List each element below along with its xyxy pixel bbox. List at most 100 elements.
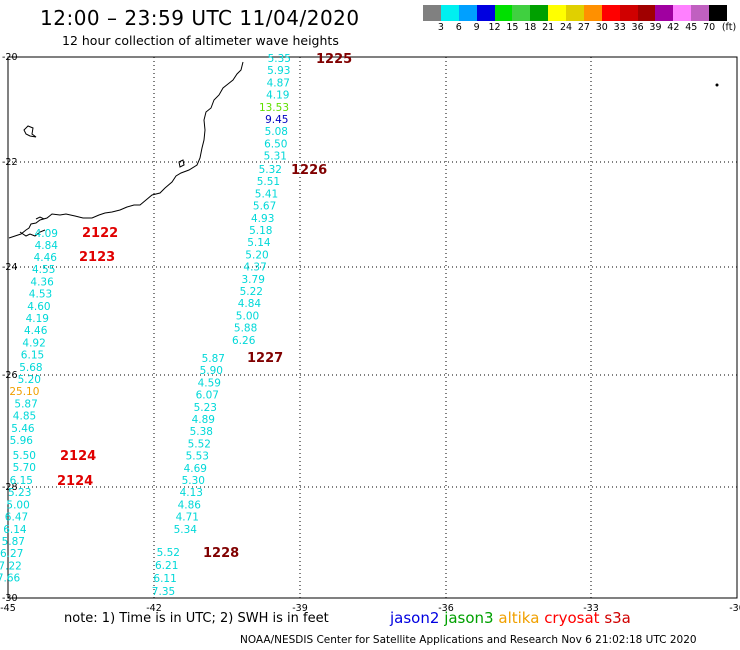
wave-height-value: 5.20 xyxy=(18,374,41,386)
wave-height-value: 5.00 xyxy=(236,310,259,322)
legend-swatch xyxy=(655,5,674,21)
wave-height-value: 4.55 xyxy=(32,264,55,276)
wave-height-value: 5.18 xyxy=(249,225,272,237)
wave-height-value: 5.87 xyxy=(2,536,25,548)
wave-height-value: 5.53 xyxy=(186,451,209,463)
wave-height-value: 5.00 xyxy=(6,499,29,511)
wave-height-value: 4.37 xyxy=(243,262,266,274)
lon-label: -36 xyxy=(438,603,454,614)
wave-height-value: 7.66 xyxy=(0,573,21,585)
wave-height-value: 3.79 xyxy=(242,274,265,286)
wave-height-value: 4.84 xyxy=(238,298,262,310)
footer-credit: NOAA/NESDIS Center for Satellite Applica… xyxy=(240,634,697,646)
legend-swatch xyxy=(458,5,477,21)
lat-label: -30 xyxy=(2,593,18,604)
legend-swatch xyxy=(637,5,656,21)
legend-tick: 33 xyxy=(613,22,626,33)
track-id-label: 2124 xyxy=(57,474,93,489)
wave-height-value: 4.84 xyxy=(35,240,59,252)
island-dot xyxy=(715,83,719,87)
wave-height-value: 5.51 xyxy=(257,176,280,188)
legend-tick: 36 xyxy=(631,22,644,33)
wave-height-value: 4.46 xyxy=(24,325,48,337)
note-text: note: 1) Time is in UTC; 2) SWH is in fe… xyxy=(64,611,329,626)
wave-height-value: 6.07 xyxy=(196,390,219,402)
wave-height-value: 6.47 xyxy=(5,512,28,524)
wave-height-value: 6.11 xyxy=(153,573,176,585)
sat-jason2: jason2 xyxy=(390,609,440,627)
legend-swatch xyxy=(476,5,495,21)
axis-labels: -20-22-24-26-28-30-45-42-39-36-33-30 xyxy=(0,52,740,614)
wave-height-value: 5.87 xyxy=(14,398,37,410)
wave-height-value: 4.53 xyxy=(29,289,52,301)
track-id-label: 2122 xyxy=(82,226,118,241)
legend-swatch xyxy=(512,5,531,21)
wave-height-value: 4.92 xyxy=(22,337,45,349)
legend-swatch xyxy=(691,5,709,21)
wave-height-value: 4.86 xyxy=(178,499,202,511)
wave-height-value: 6.21 xyxy=(155,560,178,572)
wave-height-value: 6.27 xyxy=(0,548,23,560)
wave-height-value: 4.19 xyxy=(26,313,49,325)
wave-height-value: 5.52 xyxy=(157,547,180,559)
legend-swatch xyxy=(548,5,566,21)
wave-height-value: 5.96 xyxy=(10,435,34,447)
wave-height-value: 5.35 xyxy=(268,53,291,65)
legend-tick: 15 xyxy=(506,22,519,33)
legend-tick: 42 xyxy=(667,22,680,33)
wave-height-value: 4.36 xyxy=(30,276,54,288)
legend-tick: (ft) xyxy=(721,22,737,33)
wave-height-value: 5.20 xyxy=(245,249,268,261)
map-subtitle: 12 hour collection of altimeter wave hei… xyxy=(62,33,339,48)
wave-height-value: 5.31 xyxy=(264,151,287,163)
lon-label: -45 xyxy=(0,603,16,614)
legend-swatch xyxy=(619,5,638,21)
wave-height-value: 5.23 xyxy=(8,487,31,499)
coastline xyxy=(8,61,244,239)
lat-label: -26 xyxy=(2,370,18,381)
map-title: 12:00 – 23:59 UTC 11/04/2020 xyxy=(40,6,360,30)
legend-tick: 6 xyxy=(455,22,462,33)
wave-height-value: 4.60 xyxy=(27,301,50,313)
track-id-label: 1226 xyxy=(291,163,327,178)
legend-swatch xyxy=(423,5,441,21)
wave-height-value: 4.93 xyxy=(251,213,274,225)
wave-height-value: 4.71 xyxy=(176,512,199,524)
wave-height-value: 25.10 xyxy=(9,386,39,398)
sat-jason3: jason3 xyxy=(444,609,494,627)
wave-height-color-legend xyxy=(423,5,727,21)
lat-label: -22 xyxy=(2,157,18,168)
wave-height-value: 7.22 xyxy=(0,560,22,572)
legend-swatch xyxy=(583,5,602,21)
satellite-tracks: 12255.355.934.874.1913.539.455.086.505.3… xyxy=(0,52,352,598)
track-id-label: 2123 xyxy=(79,250,115,265)
lon-label: -42 xyxy=(146,603,162,614)
wave-height-value: 6.15 xyxy=(21,350,44,362)
legend-tick: 70 xyxy=(703,22,716,33)
track-id-label: 1227 xyxy=(247,351,283,366)
wave-height-value: 5.30 xyxy=(182,475,205,487)
wave-height-value: 4.13 xyxy=(180,487,203,499)
wave-height-value: 5.32 xyxy=(259,164,282,176)
wave-height-value: 5.50 xyxy=(13,450,36,462)
wave-height-value: 4.19 xyxy=(266,90,289,102)
wave-height-value: 5.46 xyxy=(11,423,35,435)
wave-height-value: 5.70 xyxy=(13,462,36,474)
legend-tick-labels: 3 6 9 12 15 18 21 24 27 30 33 36 39 42 45 70 (ft) xyxy=(423,22,739,34)
legend-tick: 3 xyxy=(437,22,444,33)
lat-label: -24 xyxy=(2,262,18,273)
legend-tick: 27 xyxy=(577,22,590,33)
wave-height-value: 5.67 xyxy=(253,201,276,213)
legend-tick: 24 xyxy=(560,22,573,33)
wave-height-value: 7.35 xyxy=(152,586,175,598)
wave-height-value: 5.90 xyxy=(200,365,223,377)
wave-height-value: 4.85 xyxy=(13,411,36,423)
wave-height-value: 5.38 xyxy=(190,426,213,438)
lon-label: -33 xyxy=(583,603,599,614)
wave-height-value: 9.45 xyxy=(265,114,288,126)
wave-height-value: 5.23 xyxy=(194,402,217,414)
wave-height-value: 4.46 xyxy=(34,252,58,264)
map-frame xyxy=(7,56,738,599)
track-id-label: 1225 xyxy=(316,52,352,67)
